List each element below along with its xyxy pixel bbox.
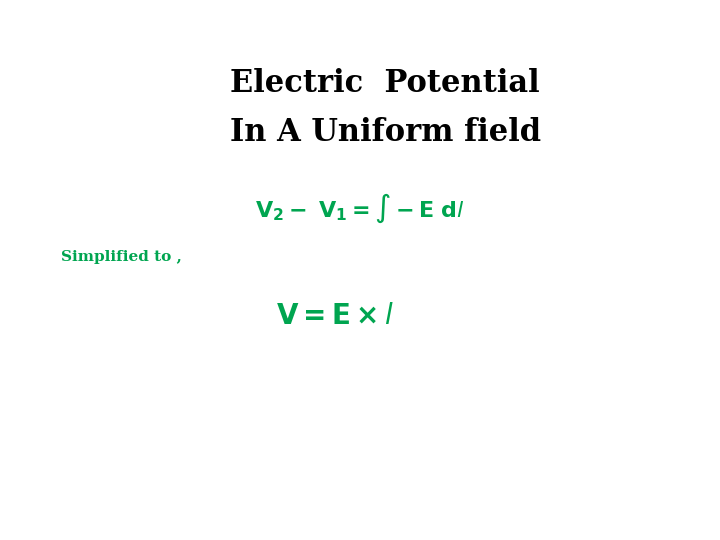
Text: In A Uniform field: In A Uniform field — [230, 117, 541, 148]
Text: $\mathbf{V_2 - \ V_1 = \int -E\ d\it{l}}$: $\mathbf{V_2 - \ V_1 = \int -E\ d\it{l}}… — [255, 191, 465, 225]
Text: Simplified to ,: Simplified to , — [61, 249, 182, 264]
Text: $\mathbf{V = E \times \it{l}}$: $\mathbf{V = E \times \it{l}}$ — [276, 302, 394, 330]
Text: Electric  Potential: Electric Potential — [230, 68, 540, 99]
